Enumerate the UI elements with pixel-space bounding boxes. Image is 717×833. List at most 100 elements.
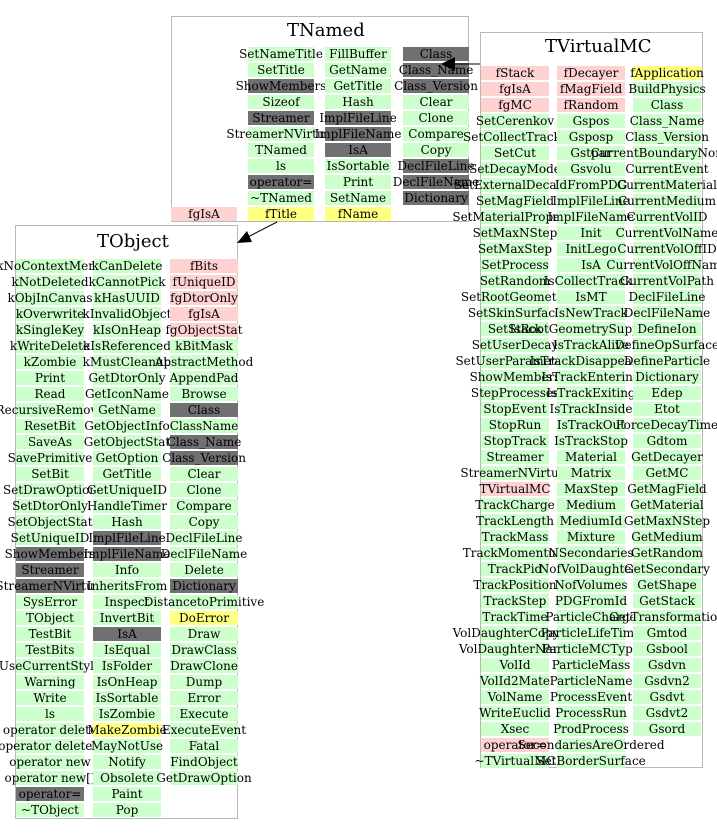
tnamed-member-getname[interactable]: GetName: [325, 63, 391, 77]
tvirtualmc-member-currentvolname[interactable]: CurrentVolName: [615, 226, 717, 240]
tobject-member-iszombie[interactable]: IsZombie: [93, 707, 161, 721]
tnamed-member-copy[interactable]: Copy: [403, 143, 469, 157]
tvirtualmc-member-getshape[interactable]: GetShape: [633, 578, 701, 592]
tobject-member-abstractmethod[interactable]: AbstractMethod: [154, 355, 254, 369]
tvirtualmc-member-setuserparameters[interactable]: SetUserParameters: [455, 354, 575, 368]
tvirtualmc-member-volid2mate[interactable]: VolId2Mate: [479, 674, 551, 688]
tobject-member-operator[interactable]: operator=: [16, 787, 84, 801]
tvirtualmc-member-gettransformation[interactable]: GetTransformation: [609, 610, 717, 624]
tobject-member-isa[interactable]: IsA: [93, 627, 161, 641]
tnamed-member-dictionary[interactable]: Dictionary: [403, 191, 469, 205]
tvirtualmc-member-declfileline[interactable]: DeclFileLine: [628, 290, 706, 304]
tvirtualmc-member-nofvoldaughters[interactable]: NofVolDaughters: [538, 562, 644, 576]
tvirtualmc-member-declfilename[interactable]: DeclFileName: [623, 306, 711, 320]
tvirtualmc-member-istrackalive[interactable]: IsTrackAlive: [553, 338, 630, 352]
tvirtualmc-member-volid[interactable]: VolId: [481, 658, 549, 672]
tvirtualmc-member-currentmedium[interactable]: CurrentMedium: [617, 194, 717, 208]
tobject-member-koverwrite[interactable]: kOverwrite: [15, 307, 85, 321]
tobject-member-testbit[interactable]: TestBit: [16, 627, 84, 641]
tvirtualmc-member-buildphysics[interactable]: BuildPhysics: [628, 82, 706, 96]
tvirtualmc-member-pdgfromid[interactable]: PDGFromId: [554, 594, 628, 608]
tobject-member-pop[interactable]: Pop: [93, 803, 161, 817]
tobject-member-class-version[interactable]: Class_Version: [162, 451, 246, 465]
tnamed-member-class-version[interactable]: Class_Version: [394, 79, 478, 93]
tobject-member-recursiveremove[interactable]: RecursiveRemove: [0, 403, 105, 417]
tnamed-member-showmembers[interactable]: ShowMembers: [235, 79, 327, 93]
tvirtualmc-member-gsvolu[interactable]: Gsvolu: [557, 162, 625, 176]
tobject-member-compare[interactable]: Compare: [170, 499, 238, 513]
tnamed-member-implfilename[interactable]: ImplFileName: [314, 127, 402, 141]
tvirtualmc-member-gsdvt[interactable]: Gsdvt: [633, 690, 701, 704]
tnamed-member-tnamed[interactable]: TNamed: [248, 143, 314, 157]
tvirtualmc-member-idfrompdg[interactable]: IdFromPDG: [554, 178, 628, 192]
tnamed-member-clear[interactable]: Clear: [403, 95, 469, 109]
tvirtualmc-member-isrootgeometrysupported[interactable]: IsRootGeometrySupported: [509, 322, 673, 336]
tobject-member-usecurrentstyle[interactable]: UseCurrentStyle: [0, 659, 102, 673]
tvirtualmc-member-istrackexiting[interactable]: IsTrackExiting: [546, 386, 636, 400]
tvirtualmc-member-xsec[interactable]: Xsec: [481, 722, 549, 736]
tvirtualmc-member-trackpid[interactable]: TrackPid: [481, 562, 549, 576]
tvirtualmc-member-getsecondary[interactable]: GetSecondary: [624, 562, 710, 576]
tnamed-member-streamer[interactable]: Streamer: [248, 111, 314, 125]
tvirtualmc-member-currentvolid[interactable]: CurrentVolID: [626, 210, 708, 224]
tobject-member-operator-new[interactable]: operator new[]: [4, 771, 96, 785]
tvirtualmc-title[interactable]: TVirtualMC: [545, 36, 652, 57]
tobject-member-draw[interactable]: Draw: [170, 627, 238, 641]
tvirtualmc-member-defineopsurface[interactable]: DefineOpSurface: [614, 338, 717, 352]
tvirtualmc-member-particlelifetime[interactable]: ParticleLifeTime: [540, 626, 642, 640]
tobject-member-isonheap[interactable]: IsOnHeap: [93, 675, 161, 689]
tvirtualmc-member-trackmass[interactable]: TrackMass: [481, 530, 549, 544]
tobject-member-makezombie[interactable]: MakeZombie: [87, 723, 167, 737]
tvirtualmc-member-stoprun[interactable]: StopRun: [481, 418, 549, 432]
tvirtualmc-member-defineparticle[interactable]: DefineParticle: [623, 354, 711, 368]
tvirtualmc-member-gsbool[interactable]: Gsbool: [633, 642, 701, 656]
tvirtualmc-member-forcedecaytime[interactable]: ForceDecayTime: [615, 418, 717, 432]
tvirtualmc-member-fstack[interactable]: fStack: [481, 66, 549, 80]
tobject-member-info[interactable]: Info: [93, 563, 161, 577]
tobject-member-resetbit[interactable]: ResetBit: [16, 419, 84, 433]
tobject-member-ksinglekey[interactable]: kSingleKey: [15, 323, 85, 337]
tobject-member-doerror[interactable]: DoError: [170, 611, 238, 625]
tnamed-member-fgisa[interactable]: fgIsA: [171, 207, 237, 221]
tvirtualmc-member-maxstep[interactable]: MaxStep: [557, 482, 625, 496]
tobject-member-knocontextmenu[interactable]: kNoContextMenu: [0, 259, 104, 273]
tobject-member-operator-delete[interactable]: operator delete: [2, 723, 98, 737]
tobject-member-getuniqueid[interactable]: GetUniqueID: [86, 483, 168, 497]
tvirtualmc-member-gsdvn[interactable]: Gsdvn: [633, 658, 701, 672]
tvirtualmc-member-getmaxnstep[interactable]: GetMaxNStep: [623, 514, 711, 528]
tvirtualmc-member-material[interactable]: Material: [557, 450, 625, 464]
tobject-member-paint[interactable]: Paint: [93, 787, 161, 801]
tvirtualmc-member-operator[interactable]: operator=: [481, 738, 549, 752]
tvirtualmc-member-setmaxstep[interactable]: SetMaxStep: [477, 242, 553, 256]
tvirtualmc-member-currentboundarynormal[interactable]: CurrentBoundaryNormal: [590, 146, 717, 160]
tnamed-member-hash[interactable]: Hash: [325, 95, 391, 109]
tobject-member-getname[interactable]: GetName: [93, 403, 161, 417]
tnamed-member-sizeof[interactable]: Sizeof: [248, 95, 314, 109]
tnamed-member-fillbuffer[interactable]: FillBuffer: [325, 47, 391, 61]
tvirtualmc-member-voldaughtername[interactable]: VolDaughterName: [458, 642, 572, 656]
tnamed-member-compare[interactable]: Compare: [403, 127, 469, 141]
tobject-member-drawclone[interactable]: DrawClone: [170, 659, 238, 673]
tnamed-member-isa[interactable]: IsA: [325, 143, 391, 157]
tobject-member-streamernvirtual[interactable]: StreamerNVirtual: [0, 579, 105, 593]
tnamed-member-declfileline[interactable]: DeclFileLine: [397, 159, 475, 173]
tvirtualmc-member-setexternaldecayer[interactable]: SetExternalDecayer: [453, 178, 577, 192]
tobject-member-syserror[interactable]: SysError: [16, 595, 84, 609]
tvirtualmc-member-fgmc[interactable]: fgMC: [481, 98, 549, 112]
tvirtualmc-member-trackcharge[interactable]: TrackCharge: [475, 498, 555, 512]
tvirtualmc-member-getdecayer[interactable]: GetDecayer: [631, 450, 703, 464]
tobject-member-maynotuse[interactable]: MayNotUse: [90, 739, 164, 753]
tobject-member-declfilename[interactable]: DeclFileName: [160, 547, 248, 561]
tobject-member-kisonheap[interactable]: kIsOnHeap: [92, 323, 162, 337]
tobject-member-getdtoronly[interactable]: GetDtorOnly: [88, 371, 166, 385]
tvirtualmc-member-getmc[interactable]: GetMC: [633, 466, 701, 480]
tvirtualmc-member-setskinsurface[interactable]: SetSkinSurface: [467, 306, 563, 320]
tvirtualmc-member-gsord[interactable]: Gsord: [633, 722, 701, 736]
tvirtualmc-member-tvirtualmc[interactable]: TVirtualMC: [479, 482, 551, 496]
tobject-member-inspect[interactable]: Inspect: [93, 595, 161, 609]
tvirtualmc-member-implfilename[interactable]: ImplFileName: [547, 210, 635, 224]
tvirtualmc-member-trackstep[interactable]: TrackStep: [481, 594, 549, 608]
tobject-member-implfileline[interactable]: ImplFileLine: [88, 531, 166, 545]
tvirtualmc-member-fdecayer[interactable]: fDecayer: [557, 66, 625, 80]
tobject-member-write[interactable]: Write: [16, 691, 84, 705]
